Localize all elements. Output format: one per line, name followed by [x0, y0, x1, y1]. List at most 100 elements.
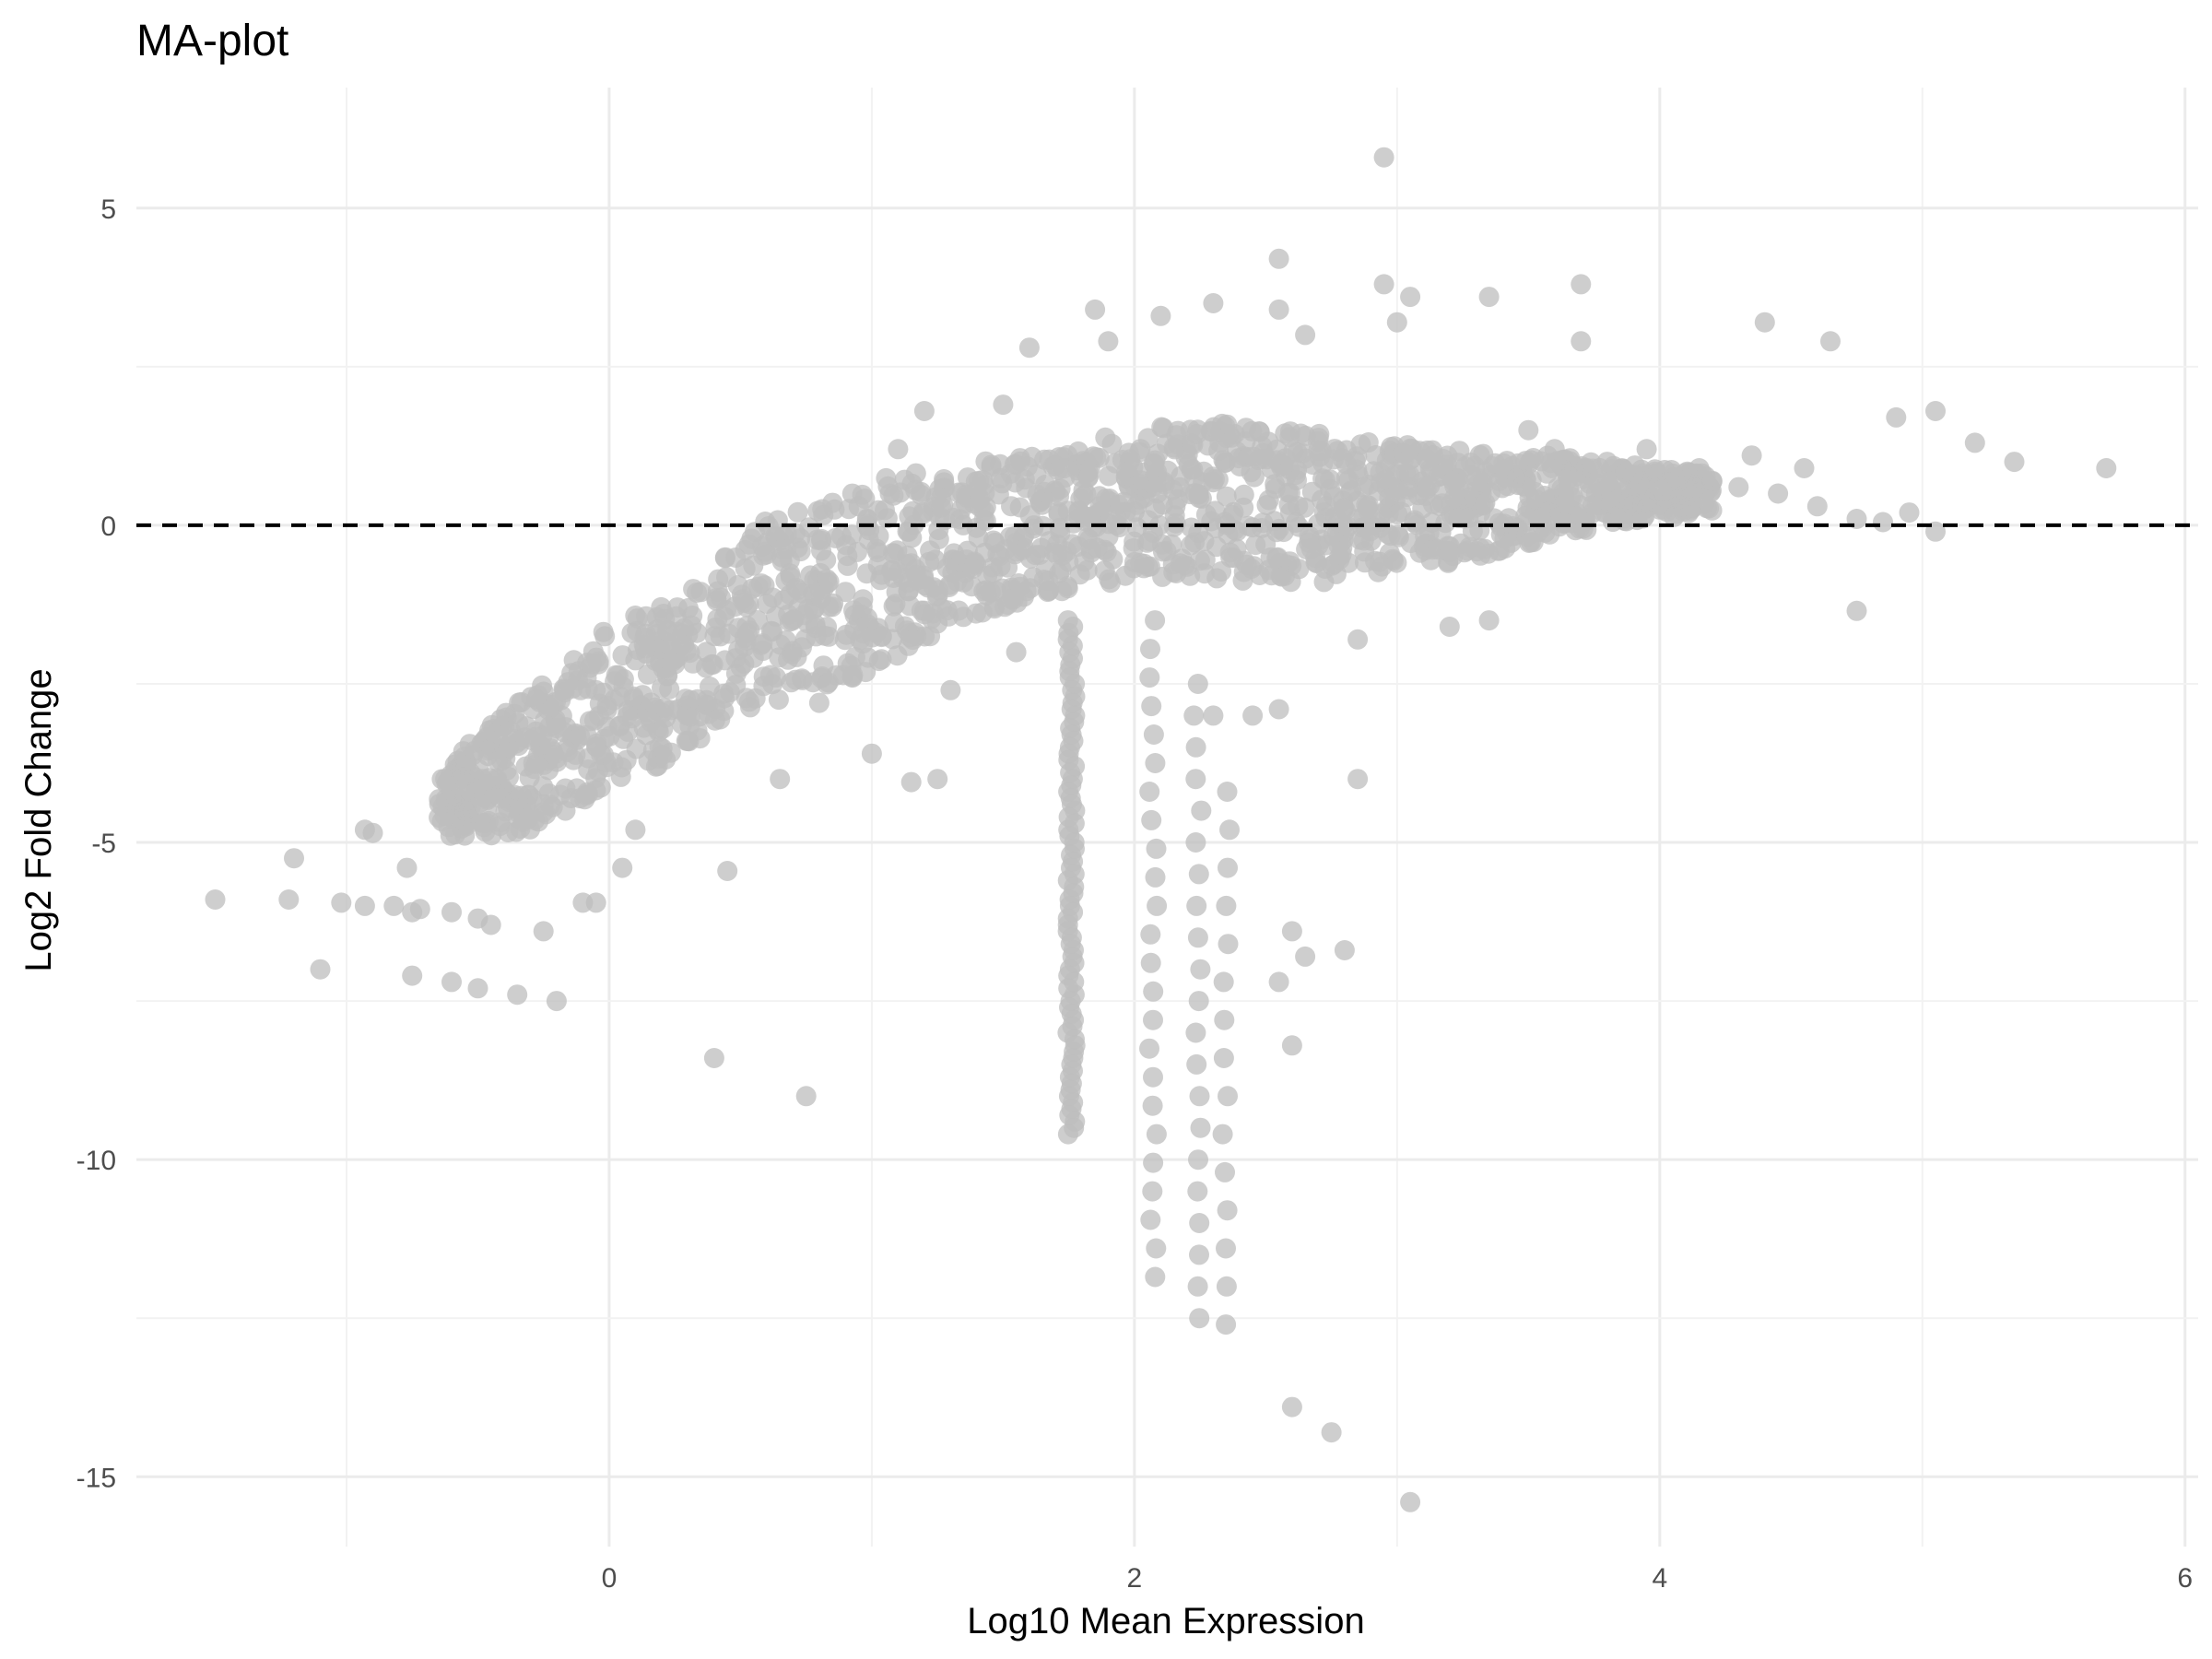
data-point [1189, 1308, 1210, 1329]
data-point [993, 394, 1014, 416]
data-point [1218, 934, 1239, 955]
data-point [1077, 462, 1099, 483]
data-point [489, 812, 511, 833]
data-point [1275, 423, 1296, 444]
data-point [703, 1048, 724, 1068]
data-point [561, 663, 582, 684]
data-point [1217, 782, 1238, 802]
data-point [475, 821, 496, 842]
data-point [528, 811, 549, 832]
data-point [1185, 736, 1206, 758]
data-point [1806, 496, 1828, 517]
data-point [1211, 561, 1232, 582]
data-point [1188, 991, 1209, 1012]
data-point [1886, 406, 1907, 428]
data-point [1518, 419, 1539, 441]
data-point [453, 747, 475, 768]
data-point [585, 780, 606, 801]
data-point [1126, 517, 1147, 538]
data-point [900, 771, 922, 793]
data-point [278, 889, 300, 910]
data-point [1134, 558, 1155, 579]
data-point [1156, 540, 1177, 561]
chart-title: MA-plot [136, 17, 288, 65]
data-point [1021, 446, 1042, 467]
data-point [717, 861, 738, 881]
data-point [1347, 629, 1369, 650]
data-point [1141, 809, 1162, 830]
data-point [429, 807, 450, 828]
data-point [931, 497, 952, 518]
data-point [1258, 489, 1279, 511]
data-point [310, 959, 331, 980]
data-point [1294, 497, 1315, 518]
data-point [1177, 444, 1198, 465]
data-point [563, 749, 584, 771]
data-point [1321, 1422, 1342, 1443]
data-point [1019, 505, 1041, 526]
data-point [1151, 417, 1172, 438]
data-point [743, 555, 764, 576]
x-tick-label: 0 [602, 1563, 618, 1594]
data-point [492, 715, 513, 736]
data-point [1186, 1053, 1207, 1075]
data-point [1150, 305, 1171, 326]
data-points [205, 147, 2117, 1512]
data-point [1183, 705, 1205, 726]
data-point [1358, 500, 1379, 522]
data-point [1295, 946, 1316, 967]
data-point [331, 892, 352, 913]
data-point [1285, 512, 1306, 533]
data-point [1632, 494, 1653, 515]
data-point [1073, 479, 1094, 500]
data-point [868, 525, 889, 547]
data-point [205, 889, 226, 910]
data-point [526, 753, 547, 774]
y-tick-label: 0 [100, 512, 116, 542]
data-point [1636, 439, 1657, 460]
data-point [848, 496, 869, 517]
data-point [1217, 1200, 1238, 1221]
data-point [1964, 432, 1985, 453]
data-point [1189, 1244, 1209, 1265]
data-point [795, 1086, 817, 1107]
data-point [1006, 641, 1027, 663]
data-point [710, 709, 731, 730]
data-point [1474, 538, 1495, 559]
data-point [581, 653, 602, 675]
data-point [1191, 488, 1212, 509]
data-point [770, 769, 791, 790]
data-point [971, 602, 993, 623]
data-point [1185, 769, 1206, 790]
y-tick-label: -15 [76, 1463, 116, 1493]
data-point [1701, 500, 1723, 521]
x-tick-label: 2 [1127, 1563, 1143, 1594]
data-point [1100, 572, 1121, 594]
data-point [1098, 331, 1119, 352]
data-point [585, 892, 606, 913]
data-point [1373, 147, 1394, 168]
data-point [1140, 924, 1161, 945]
data-point [1145, 1266, 1166, 1288]
data-point [1386, 312, 1407, 333]
data-point [1165, 496, 1186, 517]
data-point [637, 664, 658, 685]
data-point [1302, 454, 1324, 476]
data-point [1335, 500, 1356, 521]
data-point [1005, 472, 1026, 493]
data-point [1216, 1276, 1237, 1297]
data-point [765, 525, 786, 547]
data-point [659, 678, 680, 700]
data-point [1873, 512, 1893, 533]
data-point [927, 769, 948, 790]
data-point [284, 848, 304, 869]
data-point [1186, 895, 1207, 916]
data-point [625, 819, 646, 841]
data-point [842, 665, 864, 686]
data-point [1001, 496, 1021, 517]
data-point [1187, 1181, 1208, 1202]
data-point [593, 621, 614, 642]
data-point [808, 692, 830, 713]
data-point [1209, 432, 1230, 453]
data-point [1400, 1491, 1421, 1512]
